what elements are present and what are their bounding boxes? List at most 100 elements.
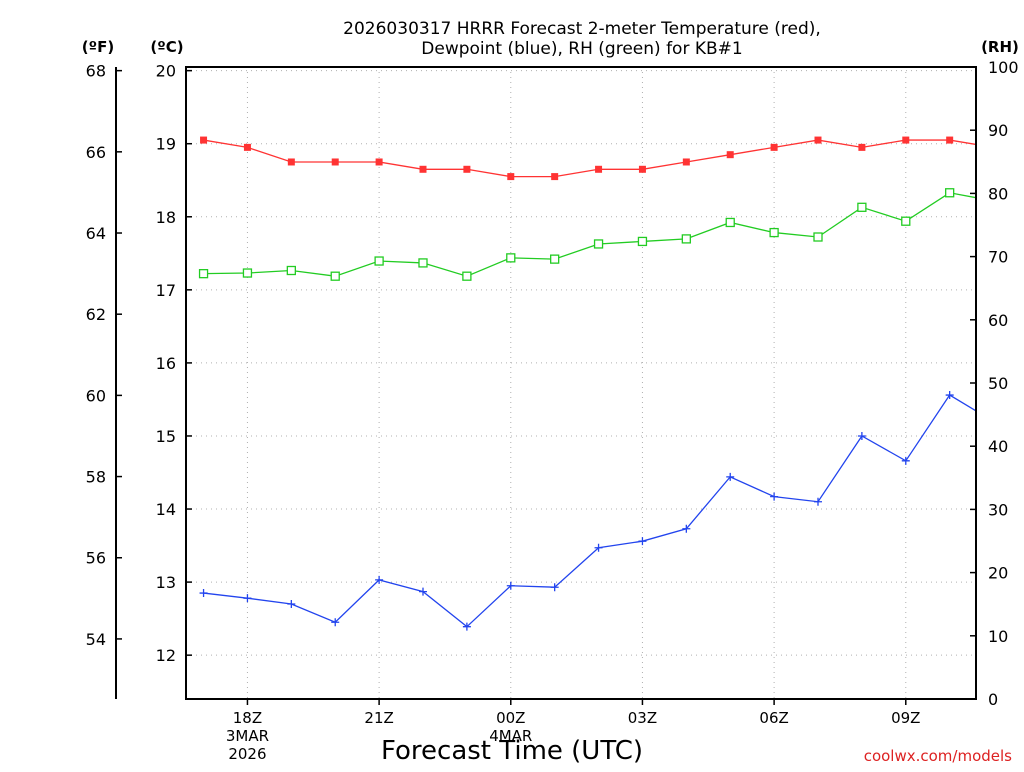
rh-point: [813, 232, 823, 242]
fahrenheit-tick-label: 66: [86, 143, 106, 162]
x-tick-label: 21Z: [364, 709, 393, 727]
temperature-point: [243, 143, 251, 151]
rh-point: [550, 254, 560, 264]
rh-point: [418, 258, 428, 268]
rh-point: [901, 216, 911, 226]
temperature-point: [638, 165, 646, 173]
series-dewpoint: [199, 391, 998, 631]
dewpoint-point: [375, 575, 384, 584]
rh-point: [462, 271, 472, 281]
rh-tick-label: 90: [988, 121, 1008, 140]
temperature-point: [287, 158, 295, 166]
dewpoint-point: [814, 497, 822, 506]
dewpoint-point: [419, 587, 427, 596]
dewpoint-point: [901, 456, 910, 465]
rh-unit-label: (RH): [981, 38, 1019, 56]
fahrenheit-unit-label: (ºF): [82, 38, 114, 56]
rh-point: [286, 265, 296, 276]
fahrenheit-tick-label: 58: [86, 468, 106, 487]
celsius-tick-label: 14: [156, 500, 176, 519]
dewpoint-point: [638, 537, 647, 546]
temperature-point: [990, 144, 997, 151]
rh-point: [330, 271, 340, 281]
rh-tick-label: 40: [988, 437, 1008, 456]
dewpoint-point: [243, 594, 252, 603]
rh-point: [198, 269, 209, 279]
rh-point: [725, 217, 735, 228]
rh-tick-label: 50: [988, 374, 1008, 393]
x-tick-label: 03Z: [628, 709, 657, 727]
temperature-point: [419, 165, 427, 173]
temperature-point: [595, 165, 603, 173]
temperature-point: [463, 165, 471, 173]
rh-point: [593, 239, 604, 249]
temperature-point: [200, 136, 208, 144]
rh-tick-label: 100: [988, 58, 1019, 77]
temperature-point: [375, 158, 383, 166]
celsius-tick-label: 15: [156, 427, 176, 446]
temperature-point: [946, 136, 954, 144]
rh-point: [506, 253, 516, 263]
dewpoint-point: [462, 622, 471, 631]
fahrenheit-tick-label: 68: [86, 62, 106, 81]
celsius-tick-label: 13: [156, 573, 176, 592]
celsius-tick-label: 18: [156, 208, 176, 227]
temperature-point: [726, 151, 734, 159]
celsius-tick-label: 19: [156, 135, 176, 154]
celsius-tick-label: 12: [156, 646, 176, 665]
fahrenheit-tick-label: 64: [86, 224, 106, 243]
celsius-tick-label: 17: [156, 281, 176, 300]
series-layer: [198, 136, 998, 631]
dewpoint-point: [199, 589, 208, 598]
rh-point: [857, 202, 867, 212]
temperature-point: [331, 158, 339, 166]
dewpoint-point: [945, 391, 954, 400]
series-rh: [198, 188, 976, 281]
x-tick-date-label: 2026: [228, 745, 266, 763]
rh-line: [203, 192, 976, 277]
celsius-unit-label: (ºC): [150, 38, 183, 56]
dewpoint-point: [726, 472, 735, 481]
x-tick-label: 18Z: [233, 709, 262, 727]
rh-point: [681, 234, 691, 244]
temperature-point: [770, 143, 778, 151]
fahrenheit-tick-label: 60: [86, 386, 106, 405]
series-temperature: [200, 136, 997, 181]
dewpoint-point: [550, 583, 559, 592]
celsius-tick-label: 16: [156, 354, 176, 373]
rh-point: [637, 236, 648, 247]
dewpoint-point: [990, 417, 998, 425]
x-tick-date-label: 4MAR: [489, 727, 532, 745]
dewpoint-line: [203, 394, 976, 628]
fahrenheit-tick-label: 56: [86, 549, 106, 568]
rh-point: [374, 256, 384, 266]
dewpoint-point: [506, 581, 515, 590]
temperature-point: [858, 143, 866, 151]
rh-tick-label: 10: [988, 627, 1008, 646]
dewpoint-point: [331, 618, 340, 627]
temperature-point: [902, 136, 910, 144]
axes-layer: 54 56 58 60 62 64 66 68 12 13 14 15 16 17 18 19 20 0 10 20 3…: [86, 58, 1019, 763]
dewpoint-point: [594, 543, 603, 552]
rh-tick-label: 60: [988, 311, 1008, 330]
temperature-point: [682, 158, 690, 166]
plot-frame: [185, 66, 977, 700]
dewpoint-point: [857, 431, 866, 440]
rh-point: [769, 227, 779, 238]
celsius-tick-label: 20: [156, 62, 176, 81]
x-axis-title: Forecast Time (UTC): [381, 736, 643, 766]
temperature-point: [551, 173, 559, 181]
temperature-point: [507, 173, 515, 181]
x-tick-label: 06Z: [759, 709, 788, 727]
x-tick-date-label: 3MAR: [226, 727, 269, 745]
rh-tick-label: 20: [988, 564, 1008, 583]
credit-text: coolwx.com/models: [864, 747, 1012, 765]
fahrenheit-tick-label: 62: [86, 305, 106, 324]
rh-tick-label: 30: [988, 500, 1008, 519]
rh-tick-label: 80: [988, 184, 1008, 203]
dewpoint-point: [770, 492, 779, 501]
chart-title-line-2: Dewpoint (blue), RH (green) for KB#1: [421, 39, 742, 59]
dewpoint-point: [287, 600, 296, 609]
